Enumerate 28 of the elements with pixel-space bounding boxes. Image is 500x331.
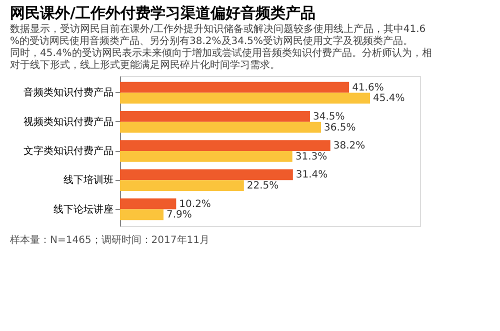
bar — [120, 209, 164, 220]
chart-title: 网民课外/工作外付费学习渠道偏好音频类产品 — [10, 4, 316, 22]
bar — [120, 151, 292, 162]
bar — [120, 110, 310, 122]
bar — [120, 140, 330, 151]
data-label: 36.5% — [324, 122, 356, 134]
y-tick-label: 线下培训班 — [64, 174, 114, 186]
y-tick-label: 音频类知识付费产品 — [24, 86, 114, 99]
bar — [120, 169, 293, 180]
data-label: 31.4% — [296, 170, 328, 181]
y-tick-label: 视频类知识付费产品 — [24, 116, 114, 128]
data-label: 41.6% — [352, 82, 384, 94]
bar — [120, 122, 321, 133]
y-tick-label: 文字类知识付费产品 — [24, 145, 114, 157]
bar — [120, 82, 350, 93]
data-label: 38.2% — [333, 140, 366, 152]
bar — [120, 198, 176, 210]
data-label: 31.3% — [295, 151, 328, 162]
text: 数据显示，受访网民目前在课外/工作外提升知识储备或解决问题较多使用线上产品，其中41.6%的受访网民使用音频类产品、另分别有38.2%及34.5%受访网民使用文字及视频类产品。同时，45.4%的受访网民表示未来倾向于增加或尝试使用音频类知识付费产品。分析师认为，相对于线下形式，线上形式更能满足网民碎片化时间学习需求。 — [10, 23, 432, 71]
data-label: 10.2% — [179, 198, 211, 210]
bar — [120, 180, 244, 192]
bar — [120, 92, 370, 104]
data-label: 7.9% — [166, 210, 192, 221]
data-label: 34.5% — [312, 111, 345, 122]
data-label: 45.4% — [373, 93, 405, 104]
y-tick-label: 线下论坛讲座 — [54, 203, 114, 216]
text: 样本量：N=1465；调研时间：2017年11月 — [10, 234, 210, 246]
data-label: 22.5% — [246, 180, 279, 192]
